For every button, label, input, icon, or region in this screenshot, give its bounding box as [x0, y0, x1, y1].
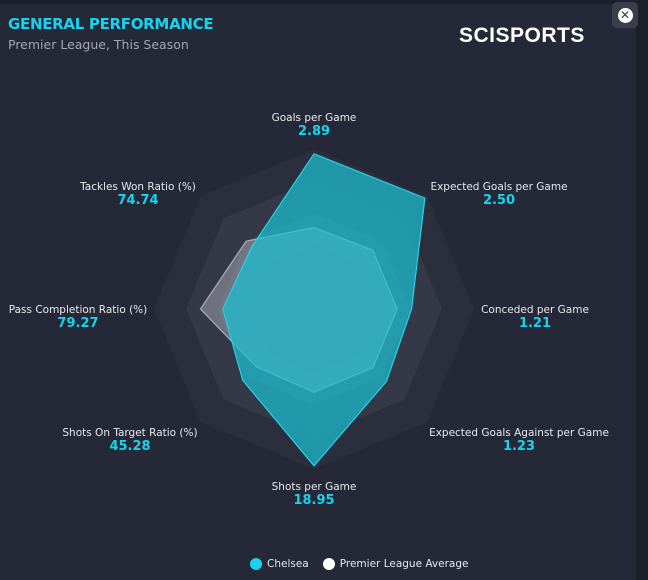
axis-label: Conceded per Game 1.21	[481, 304, 589, 331]
axis-value: 2.89	[297, 124, 331, 139]
legend-item-average[interactable]: Premier League Average	[322, 558, 469, 570]
axis-name: Tackles Won Ratio (%)	[80, 181, 196, 193]
axis-value: 45.28	[109, 439, 151, 454]
axis-value: 74.74	[117, 193, 159, 208]
close-icon: ✕	[617, 7, 633, 23]
axis-name: Pass Completion Ratio (%)	[8, 304, 148, 316]
legend-label: Chelsea	[267, 558, 309, 570]
legend-label: Premier League Average	[339, 558, 469, 570]
axis-name: Conceded per Game	[481, 304, 589, 316]
close-button[interactable]: ✕	[612, 2, 638, 28]
axis-name: Expected Goals Against per Game	[429, 427, 609, 439]
axis-label: Expected Goals per Game 2.50	[430, 181, 567, 208]
axis-label: Goals per Game 2.89	[272, 112, 357, 139]
axis-name: Expected Goals per Game	[430, 181, 568, 193]
axis-value: 1.21	[518, 316, 552, 331]
chart-subtitle: Premier League, This Season	[8, 37, 189, 52]
axis-label: Pass Completion Ratio (%) 79.27	[9, 304, 148, 331]
series-chelsea	[222, 153, 426, 467]
axis-label: Shots On Target Ratio (%) 45.28	[62, 427, 197, 454]
axis-value: 1.23	[502, 439, 536, 454]
axis-label: Shots per Game 18.95	[272, 481, 357, 508]
scisports-logo: SCISPORTS	[459, 24, 585, 47]
axis-label: Tackles Won Ratio (%) 74.74	[80, 181, 196, 208]
axis-name: Goals per Game	[271, 112, 357, 124]
axis-name: Shots On Target Ratio (%)	[62, 427, 198, 439]
axis-label: Expected Goals Against per Game 1.23	[429, 427, 609, 454]
axis-value: 18.95	[293, 493, 335, 508]
legend-swatch	[322, 558, 335, 570]
legend-swatch	[250, 558, 262, 570]
chart-title: GENERAL PERFORMANCE	[8, 15, 214, 33]
axis-value: 2.50	[482, 193, 516, 208]
axis-name: Shots per Game	[271, 481, 357, 493]
axis-value: 79.27	[57, 316, 99, 331]
legend: Chelsea Premier League Average	[250, 558, 468, 570]
legend-item-chelsea[interactable]: Chelsea	[250, 558, 309, 570]
